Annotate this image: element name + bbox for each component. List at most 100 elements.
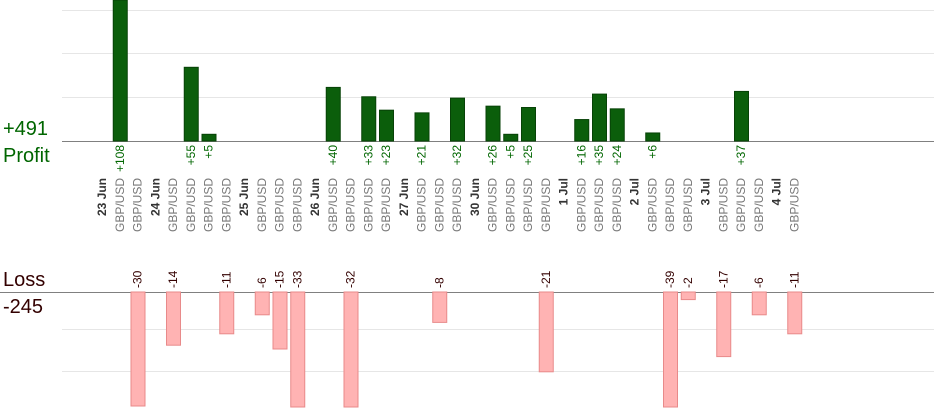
loss-bar [751,291,767,316]
pair-tick-label: GBP/USD [716,178,730,232]
profit-bar [592,93,607,142]
loss-value-label: -11 [787,271,801,288]
profit-value-label: +108 [113,145,127,172]
profit-bar [645,132,661,142]
profit-value-label: +23 [379,145,393,166]
profit-bar [503,133,519,142]
pair-tick-label: GBP/USD [574,178,588,232]
pair-tick-label: GBP/USD [219,178,233,232]
profit-bar [414,112,430,142]
profit-value-label: +24 [610,145,624,166]
pair-tick-label: GBP/USD [752,178,766,232]
profit-bar [361,96,377,142]
loss-value-label: -6 [752,277,766,288]
loss-bar [432,291,448,323]
loss-value-label: -39 [663,270,677,288]
profit-bar [450,97,465,142]
pair-tick-label: GBP/USD [503,178,517,232]
pair-tick-label: GBP/USD [202,178,216,232]
loss-value-label: -21 [539,270,553,288]
pair-tick-label: GBP/USD [184,178,198,232]
profit-bar [379,109,394,142]
loss-value-label: -17 [716,270,730,288]
bars [112,0,803,408]
profit-bar [183,66,199,142]
profit-value-label: +32 [450,145,464,166]
profit-total: +491 [3,118,49,140]
loss-value-label: -30 [131,270,145,288]
pair-tick-label: GBP/USD [326,178,340,232]
profit-value-label: +26 [486,145,500,166]
pair-tick-label: GBP/USD [450,178,464,232]
grid-lines [0,10,934,372]
loss-bar [787,291,803,335]
pair-tick-label: GBP/USD [273,178,287,232]
loss-bar [166,291,181,346]
profit-bar [609,108,625,142]
profit-bar [201,133,217,142]
pair-tick-label: GBP/USD [521,178,535,232]
date-tick-label: 24 Jun [148,178,162,216]
loss-value-label: -14 [166,270,180,288]
pair-tick-label: GBP/USD [290,178,304,232]
profit-value-label: +33 [361,145,375,166]
profit-label: Profit [3,145,50,167]
profit-bar [485,105,501,142]
loss-total: -245 [3,296,44,318]
loss-bar [343,291,359,408]
date-tick-label: 3 Jul [699,178,713,205]
loss-value-label: -6 [255,277,269,288]
profit-value-label: +35 [592,145,606,166]
pair-tick-label: GBP/USD [610,178,624,232]
pair-tick-label: GBP/USD [734,178,748,232]
profit-bar [734,90,749,142]
pair-tick-label: GBP/USD [663,178,677,232]
loss-bar [290,291,306,408]
profit-value-label: +16 [574,145,588,166]
loss-bar [680,291,696,301]
date-tick-label: 4 Jul [770,178,784,205]
date-tick-label: 25 Jun [237,178,251,216]
loss-value-label: -33 [290,270,304,288]
pair-tick-label: GBP/USD [592,178,606,232]
pair-tick-label: GBP/USD [415,178,429,232]
date-tick-label: 30 Jun [468,178,482,216]
profit-value-label: +5 [202,145,216,159]
loss-value-label: -2 [681,277,695,288]
date-tick-label: 27 Jun [397,178,411,216]
loss-bar [538,291,554,373]
pair-tick-label: GBP/USD [681,178,695,232]
loss-bar [272,291,288,350]
loss-label: Loss [3,269,46,291]
loss-value-label: -32 [344,270,358,288]
loss-value-label: -8 [432,277,446,288]
loss-bar [254,291,270,316]
value-labels: +108 -30 -14 +55 +5 -11 -6 -15 -33 +40 -32 +33 +23 +2… [113,145,802,288]
pair-tick-label: GBP/USD [645,178,659,232]
loss-bar [219,291,235,335]
pair-tick-label: GBP/USD [379,178,393,232]
profit-bar [112,0,128,142]
pair-tick-label: GBP/USD [486,178,500,232]
profit-bar [521,107,536,142]
loss-bar [716,291,732,358]
x-axis-labels: 23 Jun GBP/USD GBP/USD 24 Jun GBP/USD GBP/USD… [95,178,801,232]
profit-value-label: +55 [184,145,198,166]
loss-bar [663,291,678,408]
pair-tick-label: GBP/USD [539,178,553,232]
profit-value-label: +21 [415,145,429,166]
pair-tick-label: GBP/USD [361,178,375,232]
date-tick-label: 1 Jul [557,178,571,205]
profit-value-label: +5 [503,145,517,159]
date-tick-label: 26 Jun [308,178,322,216]
pair-tick-label: GBP/USD [131,178,145,232]
pair-tick-label: GBP/USD [344,178,358,232]
profit-bar [325,86,341,142]
profit-value-label: +25 [521,145,535,166]
pair-tick-label: GBP/USD [255,178,269,232]
date-tick-label: 2 Jul [628,178,642,205]
pair-tick-label: GBP/USD [166,178,180,232]
profit-value-label: +40 [326,145,340,166]
pair-tick-label: GBP/USD [432,178,446,232]
